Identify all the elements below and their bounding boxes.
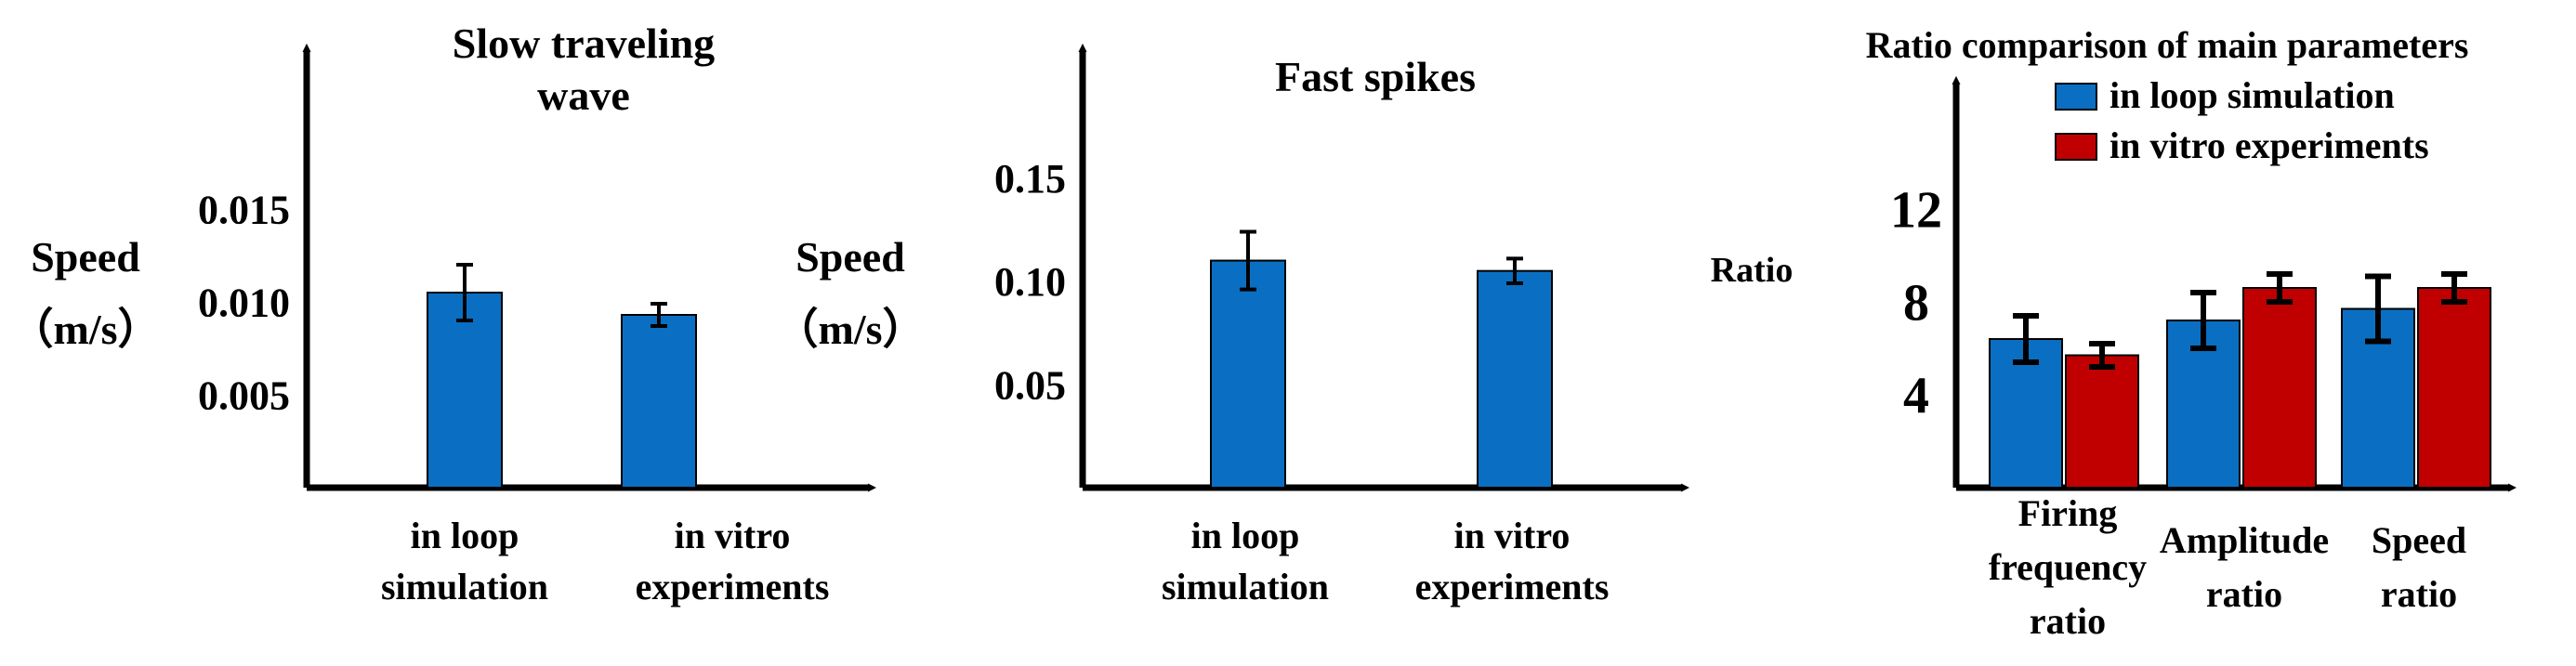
bar (2417, 287, 2491, 489)
bar (1477, 269, 1553, 489)
bar (621, 314, 697, 489)
y-axis-label-line-2: （m/s） (776, 306, 926, 353)
x-category-label-2-line-2: experiments (1415, 566, 1610, 607)
x-category-label-2-line-2: experiments (636, 566, 830, 607)
chart-title: Ratio comparison of main parameters (1866, 24, 2469, 66)
y-tick-label: 8 (1903, 275, 1929, 333)
x-category-label-1-line-2: simulation (381, 566, 548, 607)
chart-ratio-comparison: Ratio comparison of main parameters in l… (1711, 24, 2517, 642)
y-tick-label: 0.10 (994, 259, 1066, 305)
y-axis-label-line-2: （m/s） (11, 306, 161, 353)
chart-title-line-2: wave (537, 72, 630, 119)
legend-label-in-vitro-experiments: in vitro experiments (2109, 124, 2429, 166)
y-axis-label-line-1: Speed (31, 233, 140, 281)
y-tick-label: 0.05 (994, 362, 1066, 408)
y-axis-label: Ratio (1711, 251, 1794, 290)
legend-label-in-loop-simulation: in loop simulation (2109, 74, 2395, 116)
chart-slow-traveling-wave: Slow traveling wave Speed （m/s） in loop … (11, 20, 877, 607)
chart-title-line-1: Slow traveling (453, 20, 715, 67)
x-category-label-2-line-2: ratio (2206, 573, 2282, 615)
x-category-label-1-line-3: ratio (2030, 600, 2106, 642)
x-category-label-1-line-2: frequency (1989, 546, 2147, 588)
chart-title: Fast spikes (1275, 53, 1476, 100)
y-tick-label: 0.005 (198, 372, 290, 418)
x-category-label-2-line-1: Amplitude (2160, 519, 2329, 561)
x-category-label-2-line-1: in vitro (1454, 515, 1571, 556)
y-tick-label: 12 (1890, 182, 1942, 240)
y-axis-label-line-1: Speed (795, 233, 905, 281)
legend-swatch-in-loop-simulation (2055, 83, 2097, 111)
x-category-label-1-line-1: in loop (411, 515, 519, 556)
bar (2242, 287, 2317, 489)
bar (1210, 259, 1286, 489)
chart-fast-spikes: Fast spikes Speed （m/s） in loop simulati… (776, 43, 1690, 607)
legend-swatch-in-vitro-experiments (2055, 133, 2097, 161)
x-category-label-1-line-2: simulation (1162, 566, 1329, 607)
bar (427, 292, 503, 489)
y-tick-label: 4 (1903, 368, 1929, 425)
x-category-label-2-line-1: in vitro (675, 515, 791, 556)
y-tick-label: 0.015 (198, 187, 290, 232)
x-category-label-1-line-1: Firing (2018, 492, 2118, 534)
x-category-label-3-line-2: ratio (2381, 573, 2457, 615)
y-tick-label: 0.010 (198, 280, 290, 325)
x-category-label-3-line-1: Speed (2372, 519, 2466, 561)
x-category-label-1-line-1: in loop (1191, 515, 1300, 556)
bar (2065, 354, 2139, 489)
y-tick-label: 0.15 (994, 156, 1066, 202)
